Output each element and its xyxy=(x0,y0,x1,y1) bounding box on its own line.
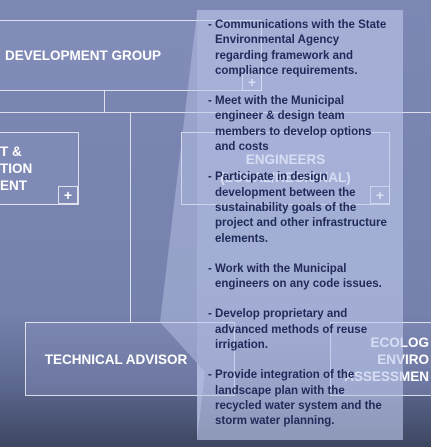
box-label: TECHNICAL ADVISOR xyxy=(44,351,188,367)
connector xyxy=(104,90,105,112)
box-label: T & xyxy=(0,144,22,159)
callout-item: - Meet with the Municipal engineer & des… xyxy=(208,95,372,154)
callout-item: - Communications with the State Environm… xyxy=(208,19,387,77)
callout-panel: - Communications with the State Environm… xyxy=(197,10,403,440)
box-label: ENT xyxy=(0,178,27,193)
callout-item: - Work with the Municipal engineers on a… xyxy=(208,262,382,291)
callout-item: - Provide integration of the landscape p… xyxy=(208,369,382,428)
box-label: TION xyxy=(0,161,33,176)
expand-button[interactable]: + xyxy=(58,186,78,204)
callout-item: - Develop proprietary and advanced metho… xyxy=(208,308,368,352)
org-box[interactable]: T & TION ENT xyxy=(0,132,79,205)
box-label: DEVELOPMENT GROUP xyxy=(5,48,162,63)
connector xyxy=(130,112,131,322)
callout-item: - Participate in design development betw… xyxy=(208,171,387,245)
callout-wedge xyxy=(160,12,205,440)
